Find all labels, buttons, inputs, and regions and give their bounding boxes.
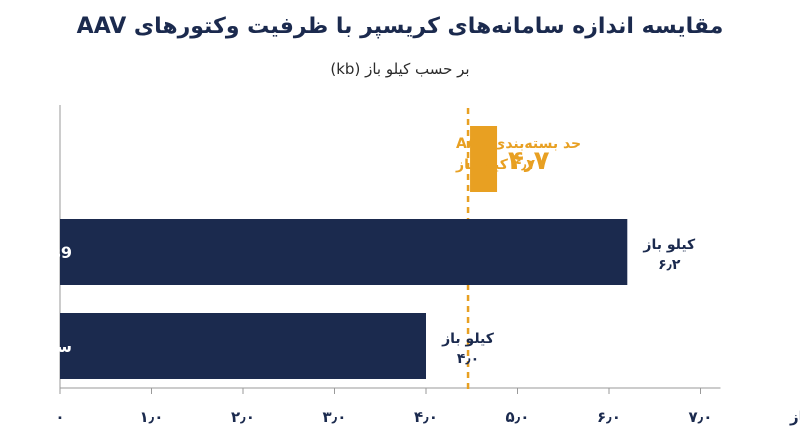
x-tick-label: ۷٫۰ xyxy=(689,408,713,426)
x-tick-label: ۱٫۰ xyxy=(140,408,164,426)
x-tick-label: ۴٫۰ xyxy=(414,408,438,426)
x-tick-label: ۲٫۰ xyxy=(231,408,255,426)
chart-subtitle: بر حسب کیلو باز (kb) xyxy=(330,60,470,78)
x-tick-label: ۰ xyxy=(55,408,64,426)
x-tick-label: ۶٫۰ xyxy=(597,408,621,426)
x-tick-label: ۳٫۰ xyxy=(323,408,347,426)
system-bar xyxy=(60,219,628,285)
system-bar-name: Cas9 سنتی xyxy=(0,243,72,262)
aav-limit-bar xyxy=(470,126,498,192)
aav-limit-value-label: ۴٫۷ xyxy=(508,146,550,176)
x-tick-label: ۵٫۰ xyxy=(506,408,530,426)
system-bar-unit-label: کیلو باز xyxy=(642,237,696,253)
chart-title: مقایسه اندازه سامانه‌های کریسپر با ظرفیت… xyxy=(76,14,724,39)
x-axis-label: کیلو باز xyxy=(789,408,800,426)
system-bar-unit-label: کیلو باز xyxy=(441,331,495,347)
aav-limit-sublabel: ۴٫۷ کیلو باز xyxy=(455,157,535,173)
aav-limit-label: حد بسته‌بندی AAV xyxy=(456,136,581,152)
system-bar-value-label: ۶٫۲ xyxy=(658,257,681,273)
system-bar xyxy=(60,313,426,379)
system-bar-value-label: ۴٫۰ xyxy=(457,351,479,367)
system-bar-name: سامانه Al3Cas12f xyxy=(0,337,72,356)
